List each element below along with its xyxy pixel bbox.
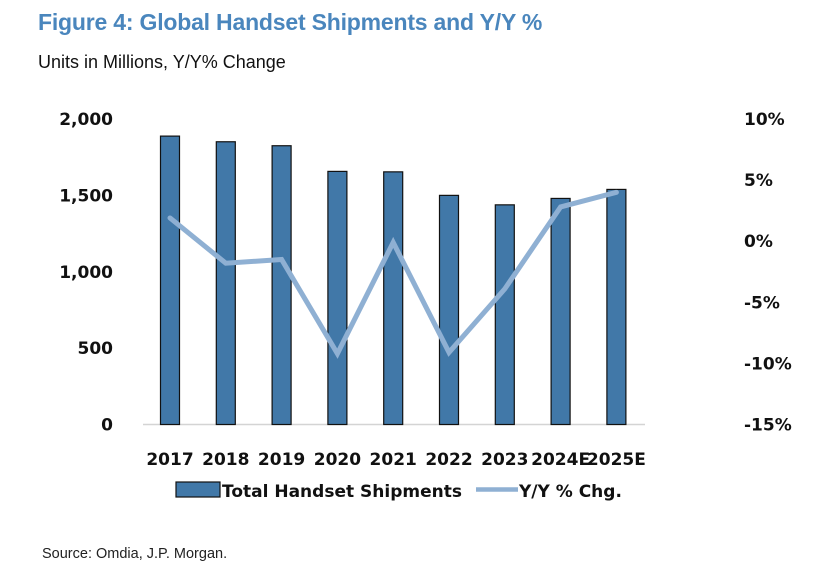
bar-2024E [550, 197, 571, 426]
x-tick-label: 2023 [481, 450, 528, 470]
bar-2023 [494, 204, 515, 426]
chart-subtitle: Units in Millions, Y/Y% Change [38, 52, 286, 72]
bar-2020 [327, 170, 348, 426]
source-note: Source: Omdia, J.P. Morgan. [42, 546, 228, 562]
x-tick-label: 2017 [146, 450, 193, 470]
right-axis: -15% -10% -5% 0% 5% 10% [744, 110, 792, 436]
legend-label-bar: Total Handset Shipments [222, 482, 462, 502]
right-tick-label: 5% [744, 171, 773, 191]
right-tick-label: 0% [744, 232, 773, 252]
bar-2019 [271, 145, 292, 426]
x-tick-label: 2022 [425, 450, 472, 470]
right-tick-label: -5% [744, 293, 780, 313]
chart-title: Figure 4: Global Handset Shipments and Y… [38, 9, 543, 35]
bar-2025E [606, 188, 627, 426]
x-tick-label: 2025E [587, 450, 646, 470]
left-tick-label: 500 [78, 339, 114, 359]
bar-2021 [383, 171, 404, 426]
left-tick-label: 0 [101, 416, 113, 436]
legend-swatch-bar [175, 481, 221, 498]
x-tick-label: 2019 [258, 450, 305, 470]
bar-series [159, 135, 627, 426]
right-tick-label: 10% [744, 110, 785, 130]
left-axis: 0 500 1,000 1,500 2,000 [59, 110, 113, 436]
x-tick-label: 2018 [202, 450, 249, 470]
bar-2017 [159, 135, 181, 426]
left-tick-label: 1,500 [59, 186, 113, 206]
bar-2022 [438, 194, 460, 426]
bar-2018 [215, 141, 236, 426]
legend-label-line: Y/Y % Chg. [518, 482, 622, 502]
x-tick-label: 2020 [314, 450, 361, 470]
right-tick-label: -10% [744, 354, 792, 374]
x-tick-label: 2024E [531, 450, 590, 470]
x-tick-label: 2021 [370, 450, 417, 470]
legend: Total Handset Shipments Y/Y % Chg. [175, 481, 622, 502]
left-tick-label: 2,000 [59, 110, 113, 130]
right-tick-label: -15% [744, 416, 792, 436]
left-tick-label: 1,000 [59, 263, 113, 283]
